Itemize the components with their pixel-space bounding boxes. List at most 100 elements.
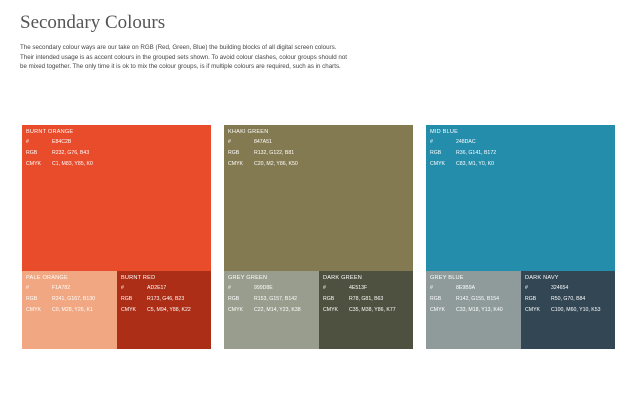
swatch-name: GREY GREEN (228, 275, 268, 281)
cmyk-value: C1, M83, Y85, K0 (52, 161, 93, 167)
rgb-label: RGB (525, 296, 537, 302)
swatch-dark-green: DARK GREEN #4E513F RGB R78, G81, B63 CMYK… (319, 271, 413, 349)
hex-row: #8E9B9A (430, 285, 475, 291)
hex-label: # (26, 285, 29, 291)
cmyk-row: CMYK C22, M14, Y23, K38 (228, 307, 301, 313)
hex-value: 8E9B9A (456, 285, 476, 291)
hex-row: # AD2E17 (121, 285, 166, 291)
cmyk-row: CMYK C33, M18, Y13, K40 (430, 307, 503, 313)
swatch-name: KHAKI GREEN (228, 129, 269, 135)
rgb-row: RGB R36, G141, B172 (430, 150, 496, 156)
swatch-name: PALE ORANGE (26, 275, 68, 281)
rgb-row: RGB R173, G46, B23 (121, 296, 184, 302)
page-title: Secondary Colours (20, 12, 166, 33)
swatch-name: DARK GREEN (323, 275, 362, 281)
rgb-row: RGB R232, G76, B43 (26, 150, 89, 156)
cmyk-label: CMYK (121, 307, 136, 313)
hex-label: # (430, 139, 433, 145)
hex-row: #999D8E (228, 285, 273, 291)
cmyk-label: CMYK (26, 307, 41, 313)
cmyk-value: C83, M1, Y0, K0 (456, 161, 494, 167)
cmyk-row: CMYK C0, M28, Y26, K1 (26, 307, 93, 313)
rgb-value: R232, G76, B43 (52, 150, 90, 156)
hex-value: F1A782 (52, 285, 71, 291)
hex-value: 847A51 (254, 139, 272, 145)
hex-row: # E84C2B (26, 139, 71, 145)
rgb-label: RGB (121, 296, 133, 302)
rgb-row: RGB R78, G81, B63 (323, 296, 383, 302)
swatch-burnt-red: BURNT RED # AD2E17 RGB R173, G46, B23 CMYK… (117, 271, 211, 349)
cmyk-row: CMYK C5, M94, Y88, K22 (121, 307, 191, 313)
rgb-label: RGB (430, 150, 442, 156)
rgb-value: R142, G155, B154 (456, 296, 499, 302)
blue-colour-group: MID BLUE #248DAC RGB R36, G141, B172 CMYK… (426, 125, 615, 349)
hex-row: #847A51 (228, 139, 272, 145)
cmyk-label: CMYK (525, 307, 540, 313)
swatch-burnt-orange: BURNT ORANGE # E84C2B RGB R232, G76, B43 C… (22, 125, 211, 271)
rgb-value: R241, G167, B130 (52, 296, 95, 302)
cmyk-value: C35, M38, Y86, K77 (349, 307, 396, 313)
hex-value: 999D8E (254, 285, 273, 291)
cmyk-value: C0, M28, Y26, K1 (52, 307, 93, 313)
hex-value: 4E513F (349, 285, 368, 291)
hex-label: # (525, 285, 528, 291)
cmyk-value: C33, M18, Y13, K40 (456, 307, 503, 313)
hex-label: # (228, 285, 231, 291)
rgb-value: R78, G81, B63 (349, 296, 384, 302)
hex-row: # F1A782 (26, 285, 70, 291)
hex-value: E84C2B (52, 139, 72, 145)
cmyk-label: CMYK (228, 161, 243, 167)
swatch-name: GREY BLUE (430, 275, 464, 281)
rgb-label: RGB (228, 296, 240, 302)
rgb-label: RGB (26, 150, 38, 156)
rgb-label: RGB (430, 296, 442, 302)
hex-value: AD2E17 (147, 285, 167, 291)
hex-row: #324654 (525, 285, 568, 291)
green-colour-group: KHAKI GREEN #847A51 RGB R132, G122, B81 C… (224, 125, 413, 349)
hex-label: # (228, 139, 231, 145)
swatch-dark-navy: DARK NAVY #324654 RGB R50, G70, B84 CMYK C… (521, 271, 615, 349)
swatch-grey-blue: GREY BLUE #8E9B9A RGB R142, G155, B154 CM… (426, 271, 521, 349)
rgb-value: R36, G141, B172 (456, 150, 497, 156)
hex-row: #4E513F (323, 285, 367, 291)
rgb-value: R173, G46, B23 (147, 296, 185, 302)
rgb-label: RGB (26, 296, 38, 302)
cmyk-row: CMYK C100, M60, Y10, K53 (525, 307, 601, 313)
orange-colour-group: BURNT ORANGE # E84C2B RGB R232, G76, B43 C… (22, 125, 211, 349)
swatch-name: BURNT RED (121, 275, 156, 281)
hex-label: # (121, 285, 124, 291)
cmyk-value: C5, M94, Y88, K22 (147, 307, 191, 313)
swatch-name: MID BLUE (430, 129, 459, 135)
rgb-value: R153, G157, B142 (254, 296, 297, 302)
cmyk-row: CMYK C20, M2, Y86, K50 (228, 161, 298, 167)
rgb-value: R132, G122, B81 (254, 150, 295, 156)
hex-label: # (323, 285, 326, 291)
hex-value: 248DAC (456, 139, 476, 145)
rgb-label: RGB (228, 150, 240, 156)
hex-label: # (26, 139, 29, 145)
swatch-pale-orange: PALE ORANGE # F1A782 RGB R241, G167, B130 … (22, 271, 117, 349)
cmyk-row: CMYK C83, M1, Y0, K0 (430, 161, 494, 167)
rgb-row: RGB R153, G157, B142 (228, 296, 297, 302)
cmyk-value: C22, M14, Y23, K38 (254, 307, 301, 313)
hex-value: 324654 (551, 285, 569, 291)
cmyk-label: CMYK (323, 307, 338, 313)
intro-paragraph: The secondary colour ways are our take o… (20, 44, 347, 71)
swatch-name: DARK NAVY (525, 275, 559, 281)
cmyk-value: C100, M60, Y10, K53 (551, 307, 601, 313)
swatch-name: BURNT ORANGE (26, 129, 74, 135)
rgb-row: RGB R50, G70, B84 (525, 296, 585, 302)
rgb-row: RGB R132, G122, B81 (228, 150, 294, 156)
rgb-row: RGB R142, G155, B154 (430, 296, 499, 302)
hex-label: # (430, 285, 433, 291)
cmyk-row: CMYK C35, M38, Y86, K77 (323, 307, 396, 313)
cmyk-label: CMYK (430, 161, 445, 167)
swatch-khaki-green: KHAKI GREEN #847A51 RGB R132, G122, B81 C… (224, 125, 413, 271)
rgb-value: R50, G70, B84 (551, 296, 586, 302)
swatch-mid-blue: MID BLUE #248DAC RGB R36, G141, B172 CMYK… (426, 125, 615, 271)
rgb-row: RGB R241, G167, B130 (26, 296, 95, 302)
rgb-label: RGB (323, 296, 335, 302)
swatch-grey-green: GREY GREEN #999D8E RGB R153, G157, B142 C… (224, 271, 319, 349)
hex-row: #248DAC (430, 139, 476, 145)
cmyk-label: CMYK (26, 161, 41, 167)
